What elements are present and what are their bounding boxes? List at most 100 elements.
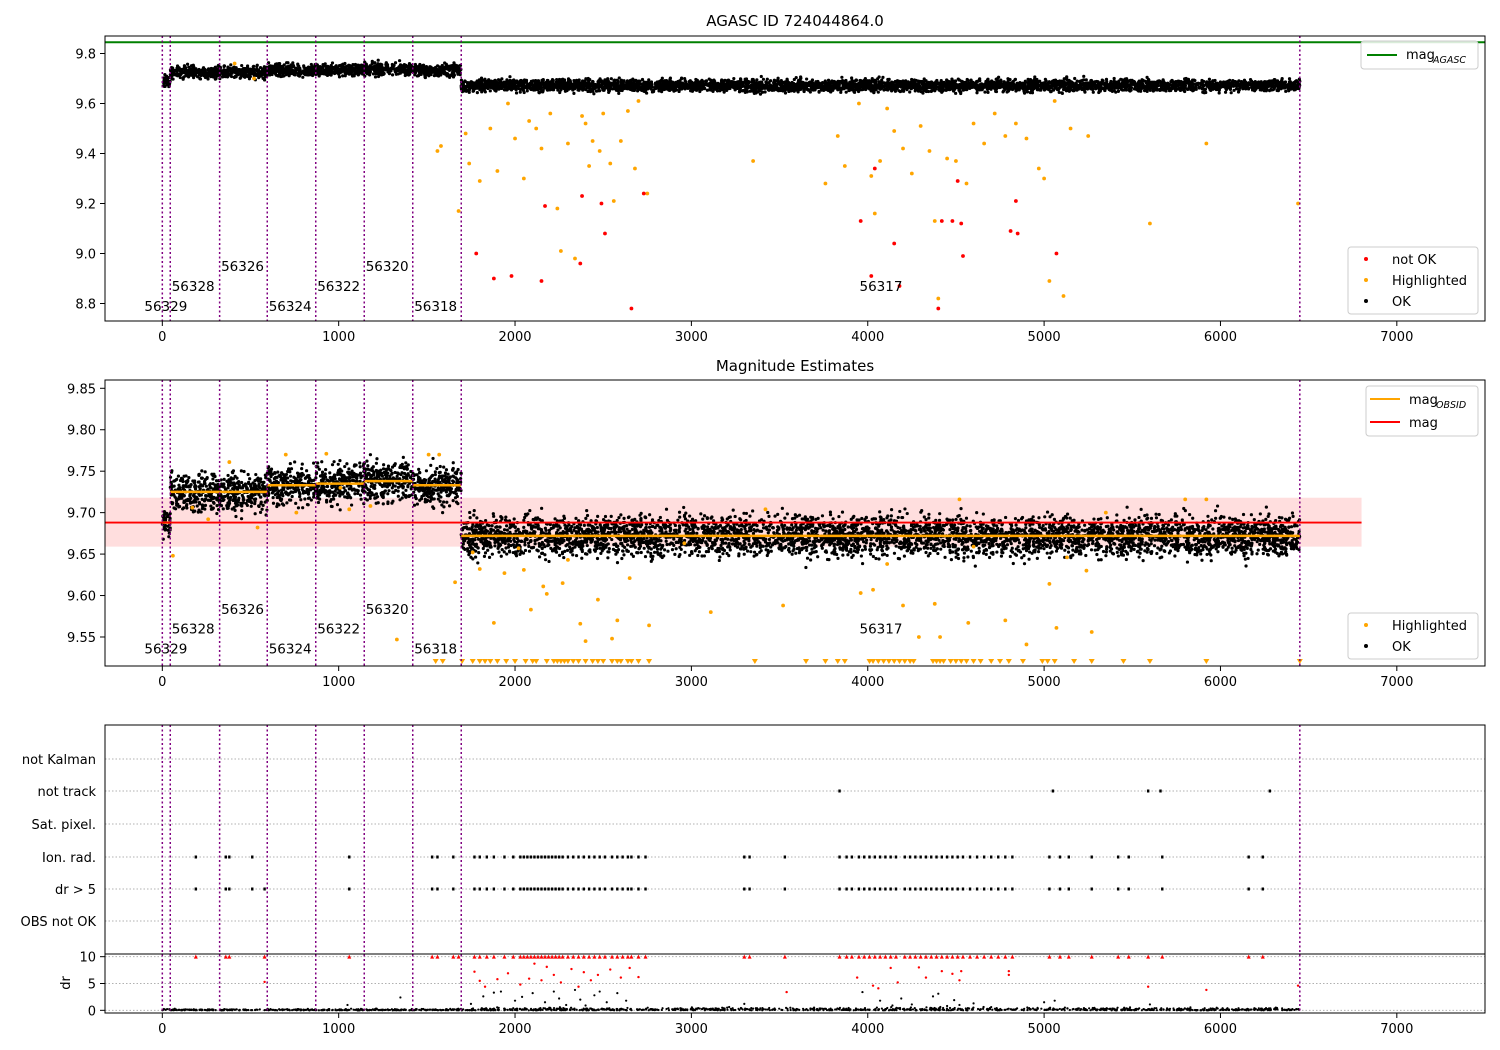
ok-point — [262, 67, 266, 71]
ok-point — [456, 72, 460, 76]
ok-point — [1280, 76, 1284, 81]
ok-point — [1082, 74, 1086, 78]
ok-point — [850, 76, 854, 80]
ok-point — [318, 65, 322, 69]
ok-point — [1104, 77, 1109, 81]
ok-point — [333, 71, 337, 76]
ok-point — [274, 64, 278, 68]
ok-point — [616, 79, 620, 83]
ok-point — [863, 77, 867, 81]
ok-point — [1236, 87, 1241, 92]
ok-point — [418, 71, 422, 75]
ok-point — [454, 64, 459, 68]
ok-point — [416, 68, 420, 72]
ok-point — [191, 66, 195, 70]
ok-point — [1143, 88, 1148, 92]
ok-point — [400, 70, 404, 74]
ok-point — [407, 61, 412, 66]
ok-point — [330, 61, 335, 65]
ok-point — [645, 91, 649, 95]
ok-point — [207, 67, 211, 71]
ok-point — [169, 69, 173, 73]
ok-point — [187, 65, 191, 69]
ok-point — [318, 72, 323, 76]
ok-point — [413, 73, 417, 77]
ok-point — [986, 90, 990, 94]
ok-point — [1075, 79, 1079, 83]
ok-point — [488, 89, 492, 93]
ok-point — [482, 87, 486, 91]
ok-point — [319, 67, 323, 71]
ok-point — [341, 63, 345, 67]
ok-point — [338, 69, 342, 73]
ok-point — [425, 67, 429, 71]
ok-point — [446, 72, 450, 76]
ok-point — [1078, 79, 1082, 83]
ok-point — [247, 77, 252, 81]
ok-point — [1100, 78, 1104, 82]
ok-point — [191, 76, 196, 80]
ok-point — [185, 62, 190, 66]
ok-point — [435, 64, 440, 68]
ok-point — [291, 61, 295, 65]
ok-point — [205, 74, 210, 79]
ok-point — [164, 76, 169, 80]
ok-point — [240, 63, 244, 68]
ok-point — [679, 76, 684, 80]
ok-point — [356, 73, 360, 77]
ok-point — [209, 66, 213, 71]
ok-point — [439, 73, 443, 77]
ok-point — [1109, 79, 1113, 84]
ok-point — [258, 74, 263, 78]
ok-point — [171, 66, 175, 70]
ok-point — [549, 80, 553, 84]
ok-point — [1232, 79, 1236, 84]
ok-point — [252, 64, 256, 68]
ok-point — [229, 74, 234, 79]
ok-point — [359, 69, 364, 73]
ok-point — [288, 70, 292, 75]
ok-point — [390, 73, 395, 77]
ok-point — [1137, 89, 1141, 93]
ok-point — [423, 74, 427, 78]
ok-point — [767, 88, 771, 92]
ok-point — [1121, 88, 1125, 92]
ok-point — [233, 74, 237, 79]
ok-point — [343, 74, 347, 78]
ok-point — [175, 74, 180, 78]
ok-point — [215, 68, 219, 73]
figure-title: AGASC ID 724044864.0 — [706, 12, 884, 30]
ok-point — [887, 77, 891, 81]
ok-point — [744, 88, 748, 92]
ok-point — [239, 70, 243, 74]
ok-point — [341, 74, 345, 78]
ok-point — [433, 67, 437, 71]
ok-point — [162, 84, 167, 88]
ok-point — [346, 70, 350, 74]
ok-point — [289, 63, 293, 67]
ok-point — [1190, 78, 1195, 82]
ok-point — [282, 69, 286, 73]
ok-point — [986, 77, 990, 81]
ok-point — [239, 75, 243, 79]
ok-point — [612, 79, 616, 83]
ok-point — [370, 59, 374, 63]
ok-point — [282, 63, 286, 67]
ok-point — [772, 78, 776, 82]
ok-point — [805, 77, 809, 81]
ok-point — [209, 72, 213, 76]
ok-point — [1287, 77, 1292, 81]
ok-point — [284, 69, 288, 73]
ok-point — [1207, 77, 1212, 81]
ok-point — [255, 69, 259, 73]
ok-point — [251, 72, 255, 76]
ok-point — [1083, 90, 1087, 94]
ok-point — [365, 68, 369, 72]
ok-point — [1057, 90, 1061, 95]
ok-point — [302, 72, 306, 76]
ok-point — [1288, 80, 1292, 84]
ok-point — [321, 63, 325, 67]
ok-point — [307, 66, 311, 70]
ok-point — [1091, 90, 1095, 94]
